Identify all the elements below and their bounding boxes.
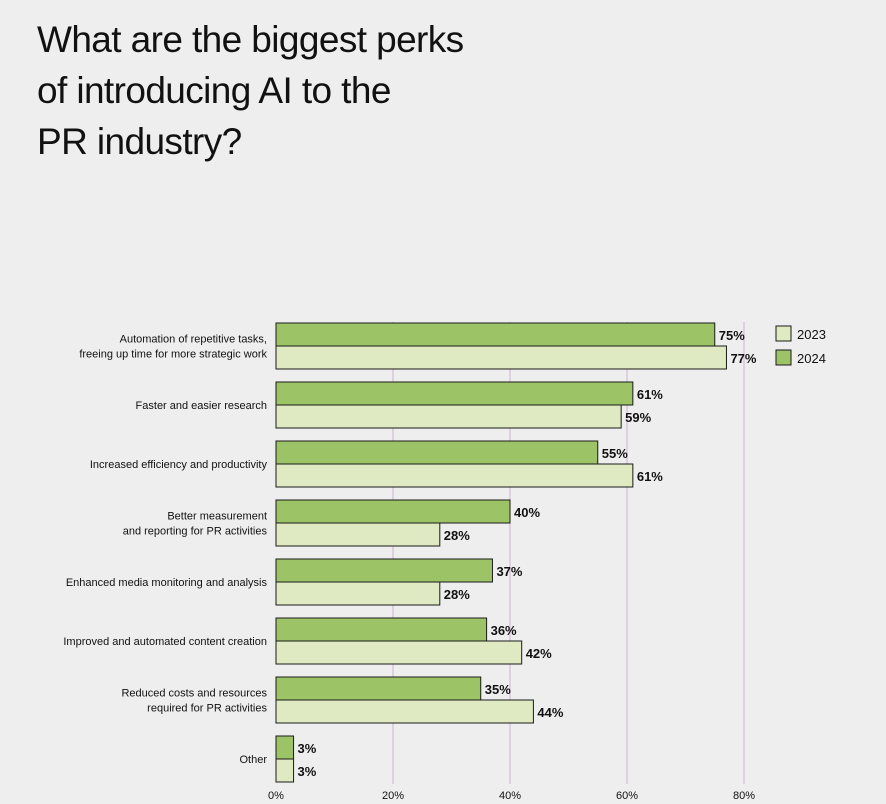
x-tick-label-80: 80% <box>733 790 755 802</box>
value-label-2024-0: 75% <box>719 328 745 343</box>
category-label-0-0: Automation of repetitive tasks, <box>120 334 267 346</box>
bar-2024-2 <box>275 440 599 465</box>
bar-2023-7 <box>275 758 295 783</box>
category-label-3-1: and reporting for PR activities <box>123 526 268 538</box>
value-label-2023-0: 77% <box>730 351 756 366</box>
x-tick-label-40: 40% <box>499 790 521 802</box>
x-tick-label-60: 60% <box>616 790 638 802</box>
x-tick-label-20: 20% <box>382 790 404 802</box>
bar-2023-2 <box>275 463 634 488</box>
bar-2023-3 <box>275 522 441 547</box>
bar-2024-7 <box>275 735 295 760</box>
value-label-2024-4: 37% <box>496 564 522 579</box>
value-label-2023-2: 61% <box>637 469 663 484</box>
legend-label-2023: 2023 <box>797 327 826 342</box>
value-label-2024-5: 36% <box>491 623 517 638</box>
legend-swatch-2024 <box>775 349 792 366</box>
bar-2024-4 <box>275 558 493 583</box>
bar-2023-1 <box>275 404 622 429</box>
value-label-2023-1: 59% <box>625 410 651 425</box>
category-label-3-0: Better measurement <box>167 511 267 523</box>
bar-2023-6 <box>275 699 534 724</box>
category-label-6-0: Reduced costs and resources <box>121 688 267 700</box>
value-label-2023-3: 28% <box>444 528 470 543</box>
title-line-3: PR industry? <box>37 121 242 162</box>
category-label-4-0: Enhanced media monitoring and analysis <box>66 577 268 589</box>
value-label-2024-7: 3% <box>298 741 317 756</box>
bar-2023-0 <box>275 345 727 370</box>
bar-2024-0 <box>275 322 716 347</box>
value-label-2023-5: 42% <box>526 646 552 661</box>
bar-2023-4 <box>275 581 441 606</box>
legend-label-2024: 2024 <box>797 351 826 366</box>
category-label-7-0: Other <box>239 754 267 766</box>
x-tick-label-0: 0% <box>268 790 284 802</box>
value-label-2023-7: 3% <box>298 764 317 779</box>
bar-2024-3 <box>275 499 511 524</box>
bar-2024-6 <box>275 676 482 701</box>
category-label-2-0: Increased efficiency and productivity <box>90 459 268 471</box>
category-label-6-1: required for PR activities <box>147 703 267 715</box>
bar-2024-1 <box>275 381 634 406</box>
bar-2023-5 <box>275 640 523 665</box>
chart-title: What are the biggest perks of introducin… <box>37 14 597 167</box>
value-label-2024-1: 61% <box>637 387 663 402</box>
title-line-2: of introducing AI to the <box>37 70 391 111</box>
bar-2024-5 <box>275 617 488 642</box>
category-label-0-1: freeing up time for more strategic work <box>79 349 267 361</box>
title-line-1: What are the biggest perks <box>37 19 464 60</box>
value-label-2023-4: 28% <box>444 587 470 602</box>
value-label-2024-6: 35% <box>485 682 511 697</box>
value-label-2024-3: 40% <box>514 505 540 520</box>
value-label-2024-2: 55% <box>602 446 628 461</box>
category-label-1-0: Faster and easier research <box>136 400 267 412</box>
value-label-2023-6: 44% <box>537 705 563 720</box>
legend-swatch-2023 <box>775 325 792 342</box>
category-label-5-0: Improved and automated content creation <box>63 636 267 648</box>
